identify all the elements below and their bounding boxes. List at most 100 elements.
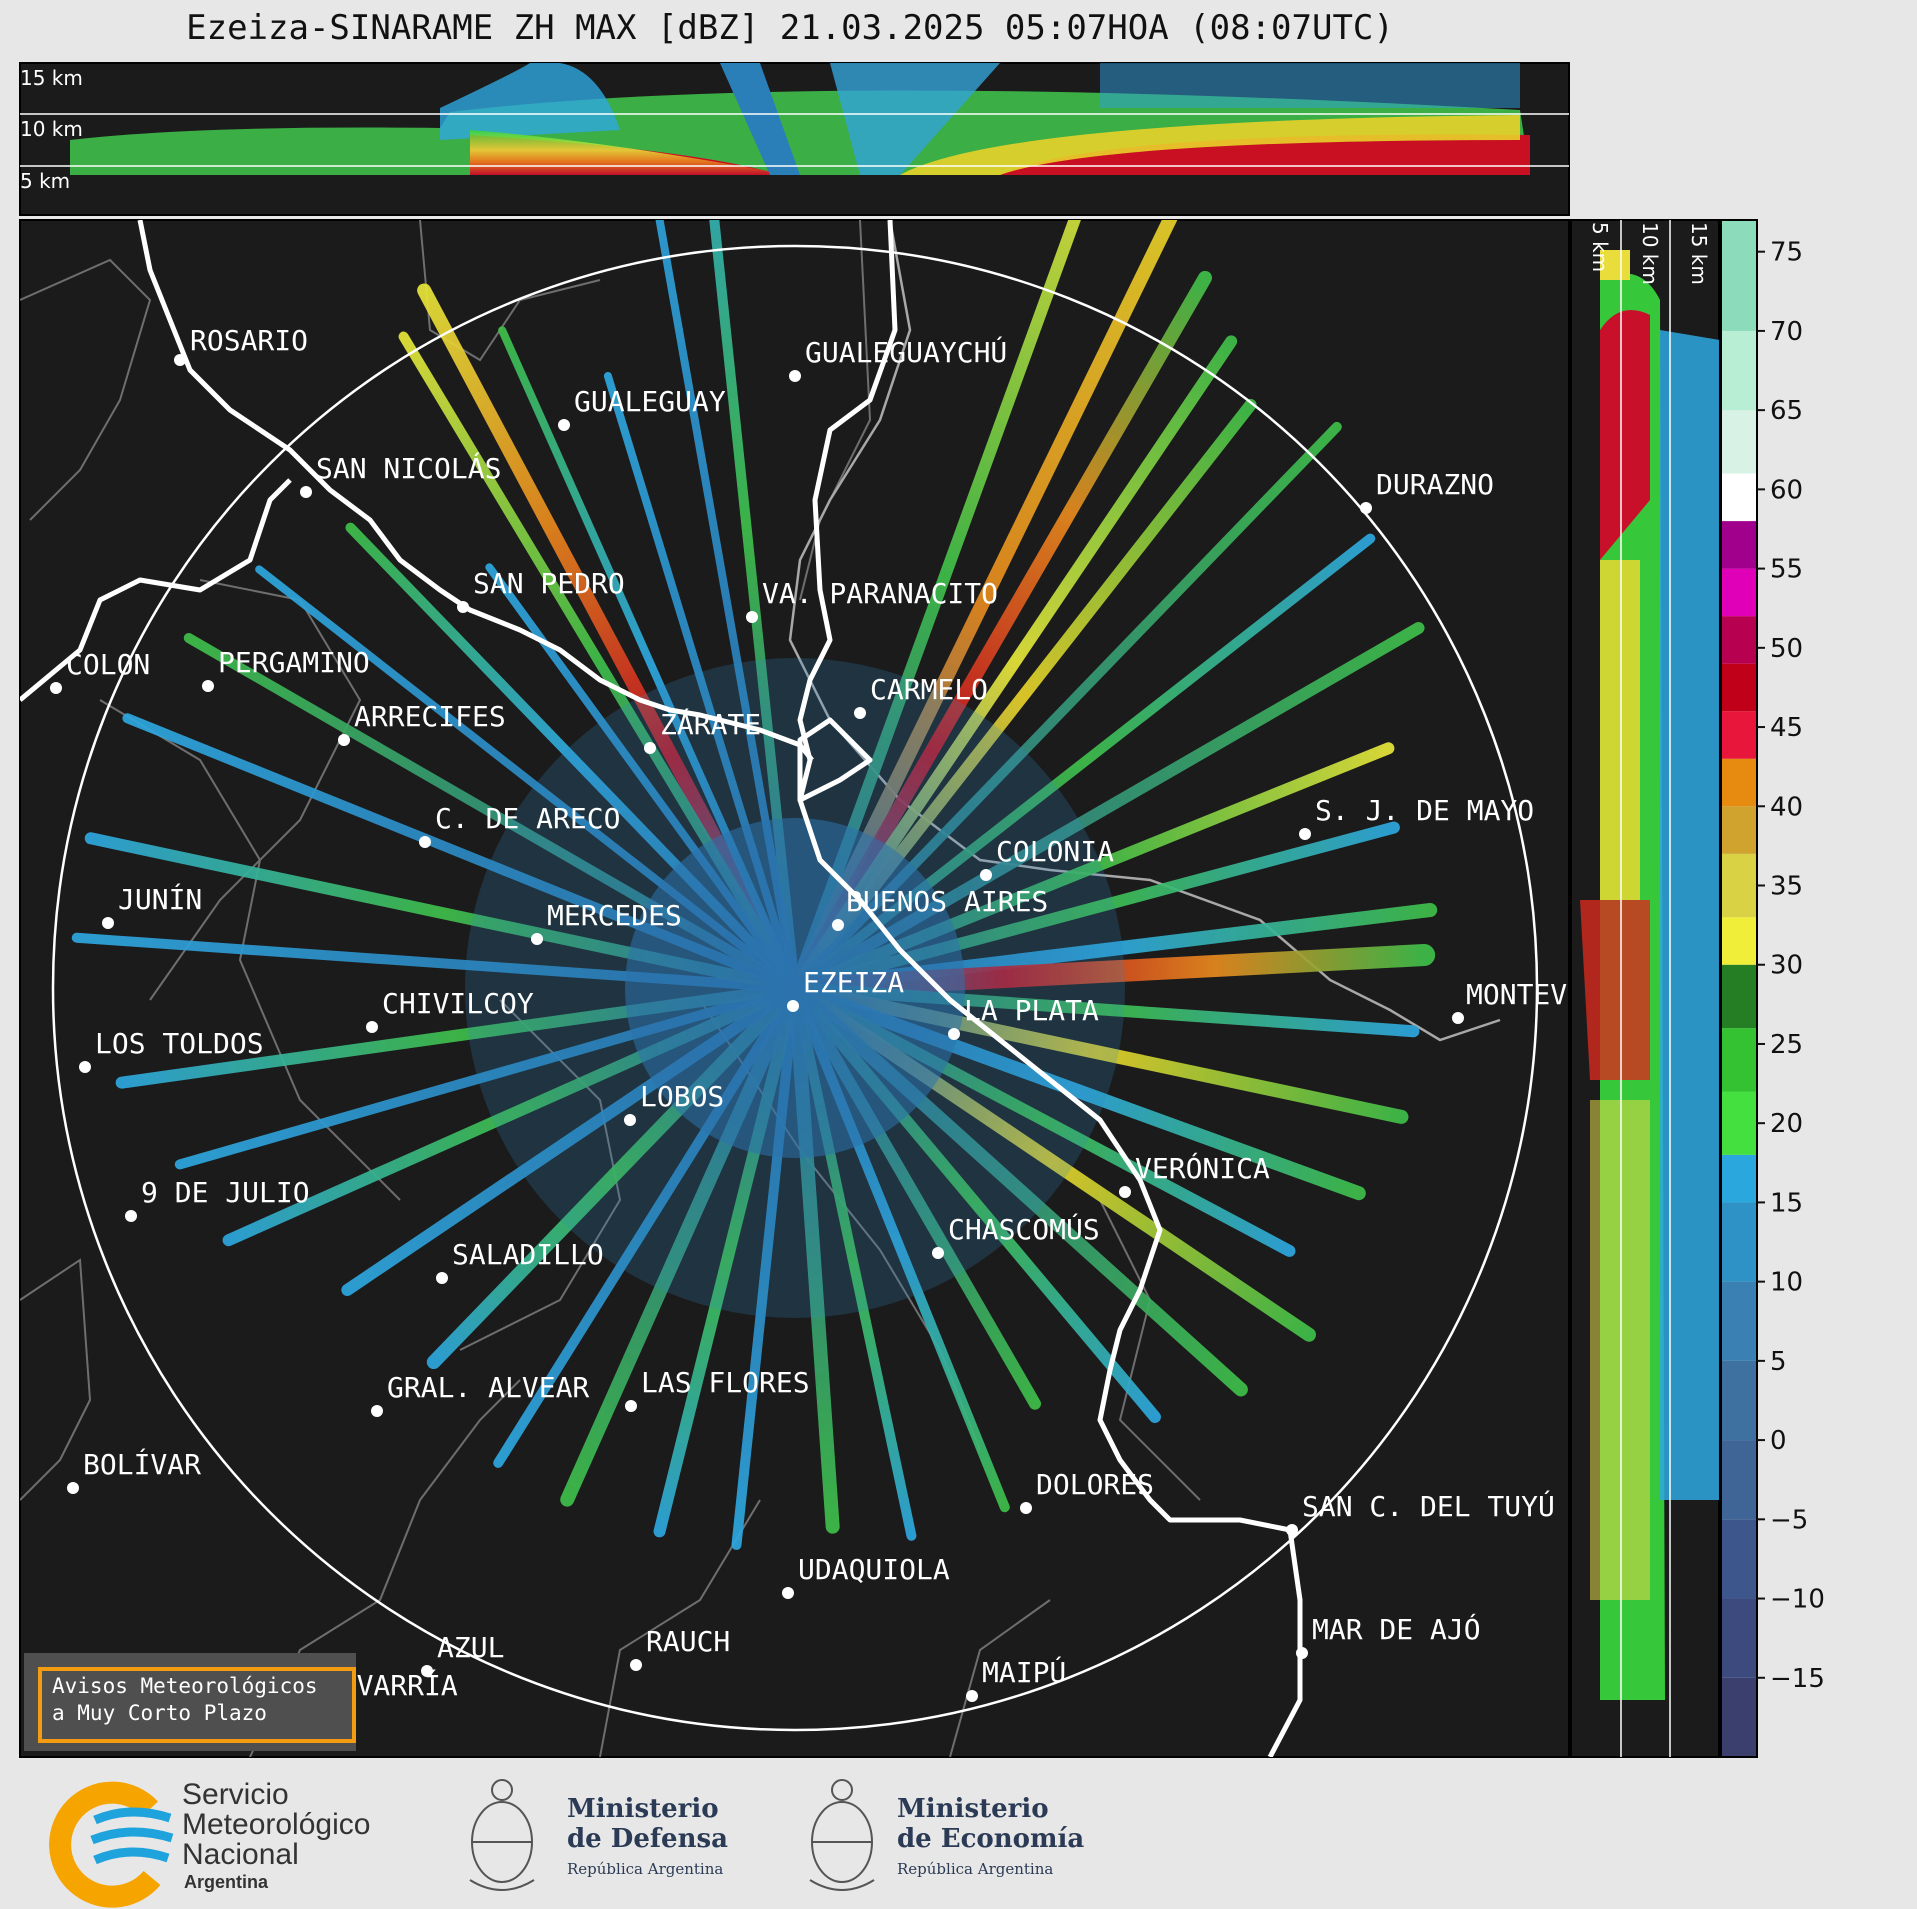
- colorbar-tick-label: 0: [1770, 1426, 1787, 1456]
- colorbar-tick-label: 10: [1770, 1268, 1803, 1298]
- city-marker: [932, 1247, 944, 1259]
- city-marker: [79, 1061, 91, 1073]
- city-label: C. DE ARECO: [435, 802, 620, 835]
- colorbar-tick-label: 45: [1770, 713, 1803, 743]
- economia-line-3: República Argentina: [897, 1860, 1054, 1878]
- city-marker: [625, 1400, 637, 1412]
- city-label: GUALEGUAYCHÚ: [805, 335, 1007, 369]
- city-label: 9 DE JULIO: [141, 1176, 310, 1209]
- top-cross-section: 15 km 10 km 5 km: [19, 62, 1570, 216]
- city-label: GRAL. ALVEAR: [387, 1371, 589, 1404]
- range-ring: [51, 244, 1539, 1732]
- radar-echoes: [71, 220, 1438, 1550]
- coat-of-arms-defensa-icon: [469, 1779, 535, 1891]
- colorbar-tick-label: −5: [1770, 1505, 1808, 1535]
- colorbar-band: [1721, 758, 1757, 807]
- colorbar-band: [1721, 1440, 1757, 1520]
- city-label: SAN C. DEL TUYÚ: [1302, 1489, 1555, 1523]
- smn-line-3: Nacional: [182, 1838, 299, 1871]
- city-marker: [832, 919, 844, 931]
- top-label-10km: 10 km: [20, 117, 83, 141]
- city-marker: [966, 1690, 978, 1702]
- colorbar-band: [1721, 711, 1757, 759]
- side-label-15km: 15 km: [1687, 222, 1711, 285]
- smn-logo-icon: [49, 1781, 174, 1908]
- city-marker: [419, 836, 431, 848]
- economia-line-2: de Economía: [897, 1824, 1085, 1854]
- city-label: MONTEVIDEO: [1466, 978, 1635, 1011]
- city-marker: [624, 1114, 636, 1126]
- city-marker: [202, 680, 214, 692]
- city-marker: [789, 370, 801, 382]
- city-marker: [782, 1587, 794, 1599]
- colorbar-tick-label: 30: [1770, 951, 1803, 981]
- city-marker: [1452, 1012, 1464, 1024]
- city-marker: [787, 1000, 799, 1012]
- city-label: S. J. DE MAYO: [1315, 794, 1534, 827]
- smn-line-2: Meteorológico: [182, 1808, 371, 1841]
- colorbar-band: [1721, 1360, 1757, 1441]
- footer-logos: Servicio Meteorológico Nacional Argentin…: [0, 1760, 1917, 1909]
- colorbar-band: [1721, 330, 1757, 411]
- colorbar-band: [1721, 1028, 1757, 1092]
- city-label: ZÁRATE: [660, 707, 761, 741]
- uruguay-border: [788, 220, 1501, 1042]
- city-marker: [125, 1210, 137, 1222]
- defensa-line-3: República Argentina: [567, 1860, 724, 1878]
- city-label: ROSARIO: [190, 324, 308, 357]
- coat-of-arms-economia-icon: [809, 1779, 875, 1891]
- city-label: LOS TOLDOS: [95, 1027, 264, 1060]
- economia-line-1: Ministerio: [897, 1794, 1049, 1824]
- colorbar-band: [1721, 521, 1757, 569]
- city-label: LOBOS: [640, 1080, 724, 1113]
- colorbar-band: [1721, 1598, 1757, 1678]
- colorbar-tick-label: 20: [1770, 1109, 1803, 1139]
- side-label-5km: 5 km: [1588, 222, 1612, 272]
- city-marker: [366, 1021, 378, 1033]
- radar-map: ROSARIO GUALEGUAYCHÚ GUALEGUAY SAN NICOLÁS D…: [19, 219, 1635, 1758]
- city-label: SALADILLO: [452, 1238, 604, 1271]
- city-marker: [102, 917, 114, 929]
- city-marker: [980, 869, 992, 881]
- city-label: DURAZNO: [1376, 468, 1494, 501]
- alert-link[interactable]: Avisos Meteorológicos a Muy Corto Plazo: [38, 1667, 356, 1743]
- city-label: LAS FLORES: [641, 1366, 810, 1399]
- colorbar-band: [1721, 663, 1757, 712]
- city-marker: [1299, 828, 1311, 840]
- colorbar-band: [1721, 220, 1757, 331]
- alert-box[interactable]: Avisos Meteorológicos a Muy Corto Plazo: [24, 1653, 356, 1751]
- colorbar-band: [1721, 1519, 1757, 1599]
- city-marker: [174, 354, 186, 366]
- colorbar-band: [1721, 473, 1757, 522]
- city-marker: [371, 1405, 383, 1417]
- city-label: COLON: [66, 648, 150, 681]
- colorbar-band: [1721, 1202, 1757, 1282]
- city-label: VA. PARANACITO: [762, 577, 998, 610]
- city-marker: [644, 742, 656, 754]
- city-label: PERGAMINO: [218, 646, 370, 679]
- city-label: CARMELO: [870, 673, 988, 706]
- city-marker: [558, 419, 570, 431]
- smn-line-1: Servicio: [182, 1778, 289, 1811]
- colorbar-tick-label: 5: [1770, 1347, 1787, 1377]
- colorbar-band: [1721, 806, 1757, 854]
- colorbar-tick-label: 55: [1770, 555, 1803, 585]
- colorbar-band: [1721, 917, 1757, 965]
- city-marker: [746, 611, 758, 623]
- side-label-10km: 10 km: [1638, 222, 1662, 285]
- top-label-15km: 15 km: [20, 66, 83, 90]
- colorbar-band: [1721, 1154, 1757, 1203]
- city-marker: [436, 1272, 448, 1284]
- city-marker: [1020, 1502, 1032, 1514]
- city-marker: [630, 1659, 642, 1671]
- colorbar-tick-label: 70: [1770, 317, 1803, 347]
- colorbar-band: [1721, 410, 1757, 474]
- colorbar-tick-label: 25: [1770, 1030, 1803, 1060]
- colorbar-tick-label: −15: [1770, 1664, 1825, 1694]
- colorbar-tick-label: −10: [1770, 1585, 1825, 1615]
- city-label: EZEIZA: [803, 966, 904, 999]
- top-label-5km: 5 km: [20, 169, 70, 193]
- colorbar-tick-label: 50: [1770, 634, 1803, 664]
